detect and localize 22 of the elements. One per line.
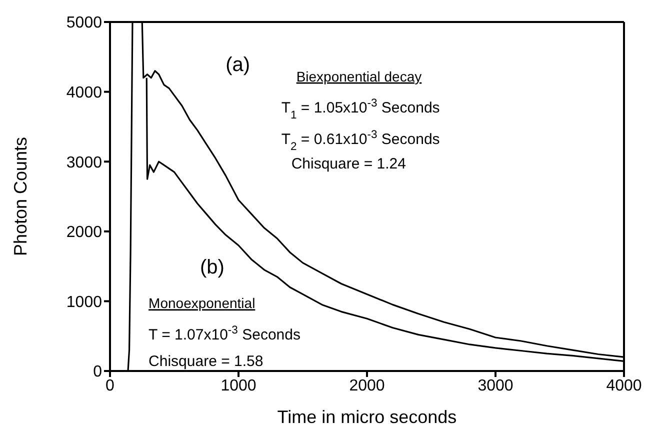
annotation: T$_{1}$ = 1.05x10$^{-3}$ Seconds bbox=[281, 98, 440, 122]
x-axis-title: Time in micro seconds bbox=[277, 407, 457, 427]
x-tick-label: 3000 bbox=[478, 377, 514, 394]
annotation: (a) bbox=[226, 54, 250, 76]
y-tick-label: 4000 bbox=[66, 84, 102, 102]
annotation: T$_{2}$ = 0.61x10$^{-3}$ Seconds bbox=[281, 129, 440, 154]
y-tick-label: 0 bbox=[93, 364, 102, 381]
annotation: Monoexponential bbox=[148, 295, 256, 312]
x-tick-label: 4000 bbox=[606, 377, 642, 394]
y-axis-title: Photon Counts bbox=[10, 136, 30, 256]
y-tick-label: 5000 bbox=[66, 14, 102, 32]
y-tick-label: 2000 bbox=[66, 224, 102, 242]
annotation: Biexponential decay bbox=[296, 68, 422, 84]
y-tick-label: 1000 bbox=[66, 294, 102, 311]
annotation: Chisquare = 1.24 bbox=[291, 156, 406, 173]
y-tick-label: 3000 bbox=[66, 154, 102, 172]
x-tick-label: 1000 bbox=[220, 377, 256, 394]
x-tick-label: 2000 bbox=[349, 377, 385, 394]
annotation: (b) bbox=[200, 256, 224, 278]
annotation: Chisquare = 1.58 bbox=[148, 353, 264, 370]
annotation: T = 1.07x10$^{-3}$ Seconds bbox=[148, 324, 300, 344]
x-tick-label: 0 bbox=[106, 377, 115, 394]
